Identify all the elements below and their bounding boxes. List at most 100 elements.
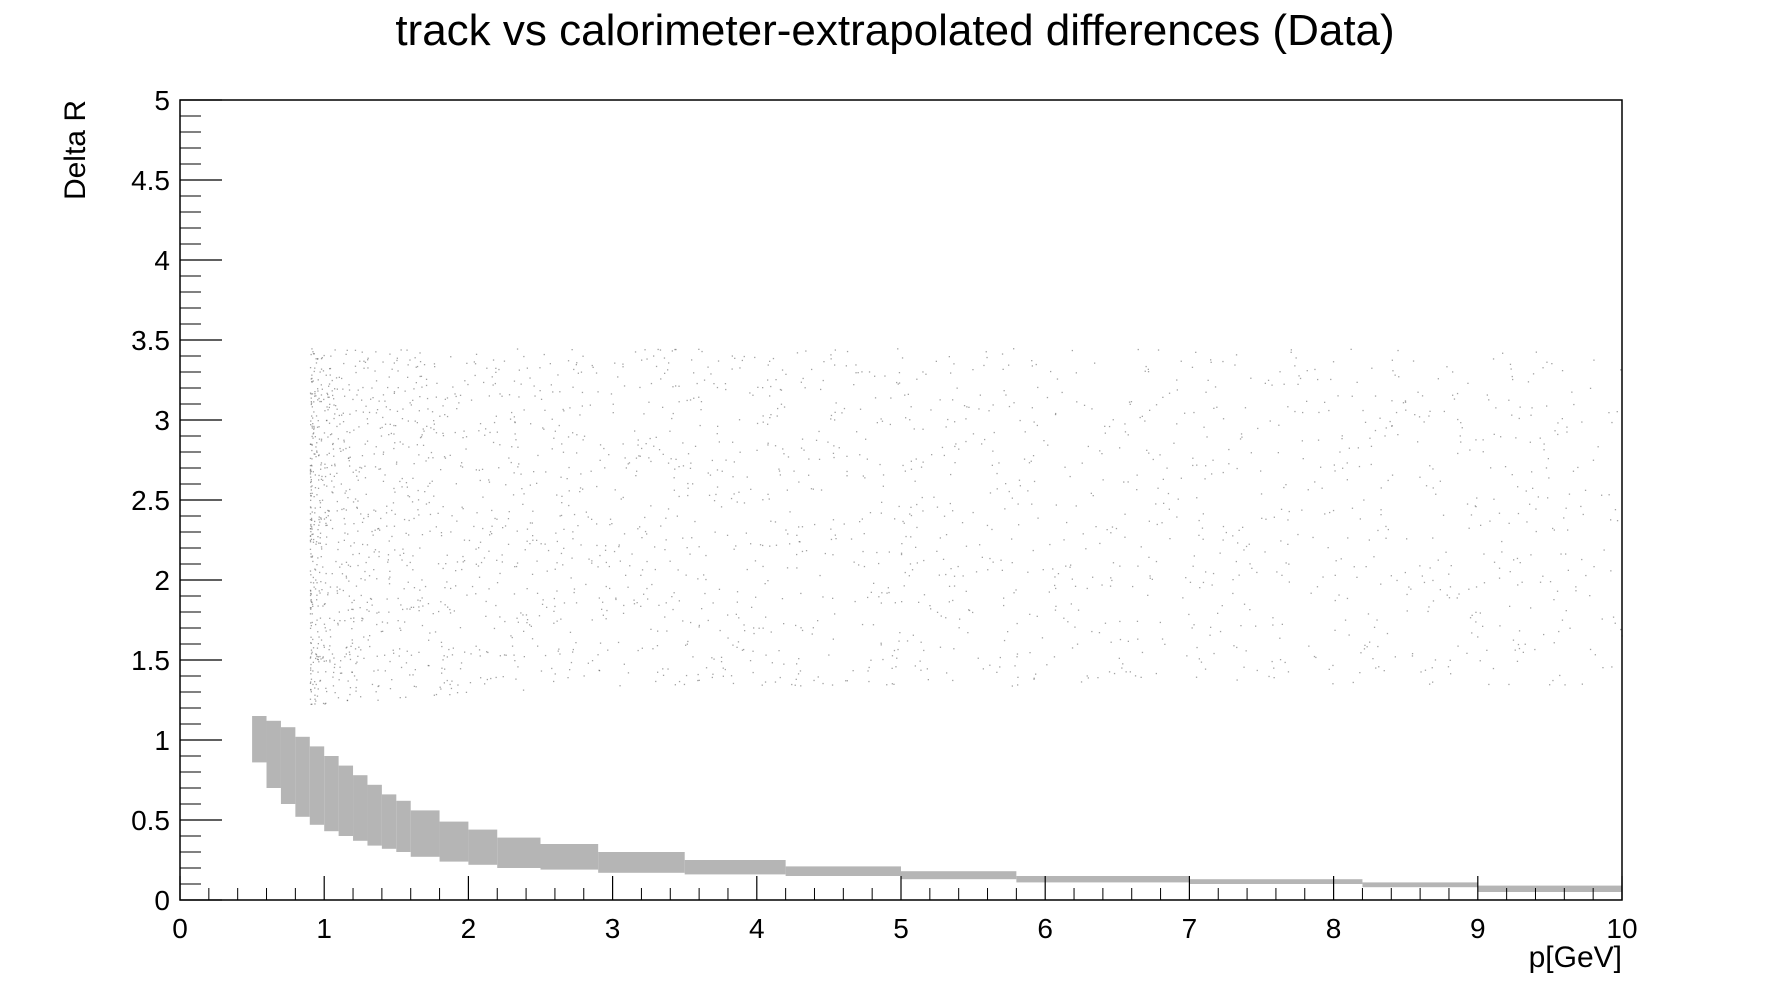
data-point	[440, 641, 443, 643]
band-bin	[295, 736, 310, 817]
data-point	[561, 495, 563, 497]
data-point	[707, 619, 709, 622]
data-point	[356, 394, 358, 396]
data-point	[562, 451, 565, 453]
data-point	[455, 585, 457, 587]
data-point	[531, 522, 533, 524]
data-point	[329, 473, 331, 475]
data-point	[441, 645, 443, 648]
data-point	[560, 552, 563, 555]
data-point	[984, 438, 986, 441]
data-point	[324, 511, 326, 514]
data-point	[542, 427, 544, 429]
data-point	[387, 559, 389, 561]
data-point	[1521, 581, 1523, 583]
band-bin	[684, 860, 786, 875]
data-point	[1232, 535, 1234, 537]
data-point	[732, 441, 734, 443]
data-point	[516, 617, 518, 619]
data-point	[431, 480, 433, 482]
data-point	[485, 428, 487, 430]
data-point	[1013, 592, 1015, 594]
data-point	[317, 358, 319, 360]
data-point	[1188, 613, 1190, 616]
data-point	[529, 543, 531, 545]
data-point	[986, 356, 988, 359]
data-point	[1516, 660, 1519, 662]
data-point	[312, 647, 315, 649]
data-point	[1284, 661, 1286, 664]
data-point	[495, 604, 497, 607]
data-point	[312, 683, 314, 686]
data-point	[1169, 538, 1171, 540]
data-point	[1092, 495, 1094, 497]
data-point	[457, 684, 459, 686]
data-point	[393, 392, 395, 394]
data-point	[320, 518, 322, 520]
data-point	[425, 378, 428, 380]
data-point	[950, 473, 952, 476]
data-point	[424, 585, 427, 588]
data-point	[310, 703, 312, 705]
data-point	[511, 446, 513, 448]
data-point	[311, 348, 313, 350]
data-point	[972, 611, 974, 614]
data-point	[310, 486, 312, 488]
data-point	[388, 611, 390, 613]
data-point	[531, 573, 534, 575]
data-point	[374, 466, 377, 468]
data-point	[850, 538, 853, 540]
data-point	[461, 568, 463, 571]
data-point	[817, 620, 819, 622]
data-point	[311, 555, 314, 557]
data-point	[894, 602, 896, 604]
data-point	[513, 593, 516, 595]
x-tick-label: 0	[172, 913, 188, 944]
data-point	[808, 474, 810, 476]
data-point	[486, 367, 488, 369]
data-point	[1004, 508, 1006, 510]
data-point	[880, 642, 882, 644]
data-point	[499, 655, 501, 657]
data-point	[338, 414, 340, 417]
data-point	[545, 471, 547, 473]
data-point	[430, 427, 432, 429]
data-point	[1351, 507, 1354, 509]
data-point	[518, 396, 520, 398]
data-point	[454, 431, 456, 434]
data-point	[1167, 492, 1170, 495]
data-point	[392, 502, 395, 504]
data-point	[320, 438, 323, 440]
data-point	[1278, 424, 1280, 426]
data-point	[312, 541, 315, 543]
data-point	[799, 541, 801, 543]
data-point	[1474, 505, 1476, 507]
data-point	[440, 601, 442, 603]
data-point	[320, 462, 323, 464]
data-point	[393, 362, 395, 364]
data-point	[511, 636, 513, 639]
data-point	[323, 398, 325, 401]
data-point	[660, 378, 662, 380]
data-point	[769, 545, 771, 547]
data-point	[341, 563, 343, 565]
data-point	[799, 670, 802, 672]
data-point	[1339, 451, 1341, 453]
band-bin	[901, 871, 1017, 880]
data-point	[1370, 445, 1373, 447]
data-point	[880, 418, 882, 420]
data-point	[1341, 435, 1343, 437]
data-point	[333, 398, 335, 400]
data-point	[765, 654, 767, 656]
x-tick-label: 10	[1606, 913, 1637, 944]
data-point	[610, 393, 613, 395]
data-point	[581, 391, 584, 394]
data-point	[346, 431, 348, 433]
data-point	[955, 443, 957, 445]
data-point	[310, 642, 312, 644]
data-point	[650, 628, 652, 630]
data-point	[667, 462, 670, 464]
data-point	[579, 414, 581, 416]
data-point	[619, 560, 621, 562]
data-point	[1564, 684, 1566, 686]
